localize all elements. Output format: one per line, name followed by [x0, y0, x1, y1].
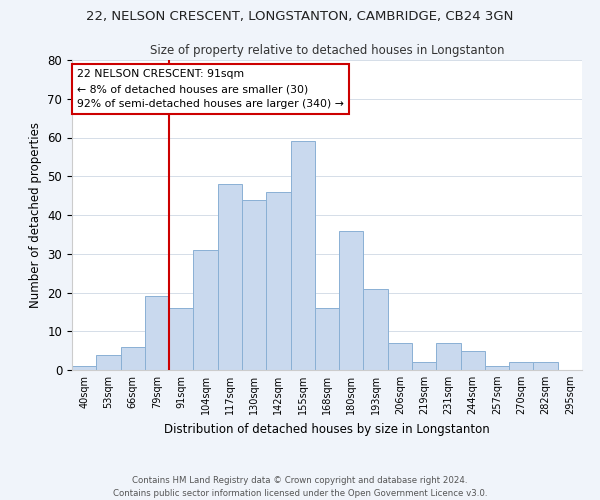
- Bar: [72, 366, 96, 370]
- Bar: [266, 192, 290, 370]
- Bar: [145, 296, 169, 370]
- Title: Size of property relative to detached houses in Longstanton: Size of property relative to detached ho…: [150, 44, 504, 58]
- Text: Contains HM Land Registry data © Crown copyright and database right 2024.
Contai: Contains HM Land Registry data © Crown c…: [113, 476, 487, 498]
- Bar: [485, 366, 509, 370]
- Bar: [461, 350, 485, 370]
- Bar: [169, 308, 193, 370]
- Bar: [193, 250, 218, 370]
- Bar: [96, 354, 121, 370]
- Bar: [290, 142, 315, 370]
- Bar: [121, 347, 145, 370]
- Bar: [412, 362, 436, 370]
- Bar: [339, 230, 364, 370]
- Text: 22 NELSON CRESCENT: 91sqm
← 8% of detached houses are smaller (30)
92% of semi-d: 22 NELSON CRESCENT: 91sqm ← 8% of detach…: [77, 70, 344, 109]
- Bar: [388, 343, 412, 370]
- Bar: [533, 362, 558, 370]
- Bar: [436, 343, 461, 370]
- Bar: [315, 308, 339, 370]
- Bar: [364, 288, 388, 370]
- Bar: [509, 362, 533, 370]
- X-axis label: Distribution of detached houses by size in Longstanton: Distribution of detached houses by size …: [164, 422, 490, 436]
- Bar: [218, 184, 242, 370]
- Y-axis label: Number of detached properties: Number of detached properties: [29, 122, 42, 308]
- Bar: [242, 200, 266, 370]
- Text: 22, NELSON CRESCENT, LONGSTANTON, CAMBRIDGE, CB24 3GN: 22, NELSON CRESCENT, LONGSTANTON, CAMBRI…: [86, 10, 514, 23]
